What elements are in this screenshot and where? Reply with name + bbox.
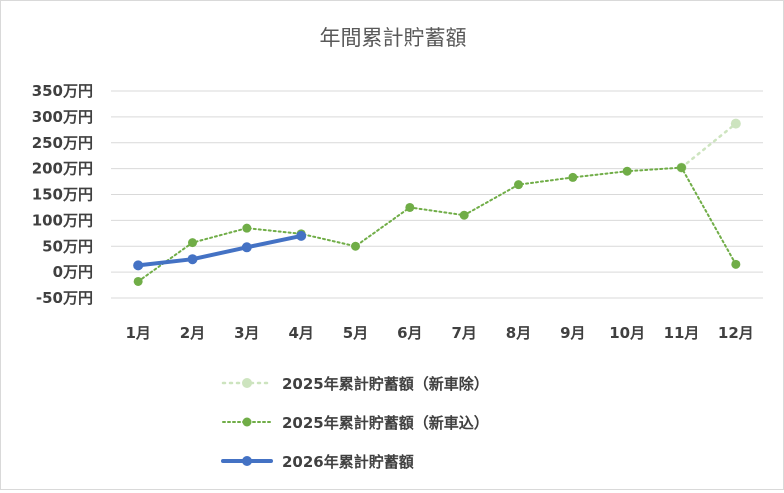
- data-point: [730, 118, 741, 129]
- data-point: [622, 166, 632, 176]
- x-tick-label: 3月: [234, 324, 259, 342]
- y-tick-label: 100万円: [32, 211, 93, 229]
- data-point: [568, 172, 578, 182]
- data-point: [133, 276, 143, 286]
- y-tick-label: 200万円: [32, 160, 93, 178]
- data-point: [459, 210, 469, 220]
- data-point: [133, 260, 144, 271]
- data-point: [405, 202, 415, 212]
- x-tick-label: 7月: [451, 324, 476, 342]
- x-tick-label: 2月: [180, 324, 205, 342]
- data-point: [296, 230, 307, 241]
- legend-swatch-marker: [242, 378, 252, 388]
- y-tick-label: 350万円: [32, 82, 93, 100]
- chart-title: 年間累計貯蓄額: [320, 26, 467, 50]
- series-line: [136, 233, 304, 268]
- series-line: [137, 166, 737, 283]
- legend-item: [222, 417, 272, 427]
- y-tick-label: 0万円: [53, 263, 93, 281]
- y-tick-label: 250万円: [32, 134, 93, 152]
- data-point: [242, 223, 252, 233]
- x-tick-label: 8月: [506, 324, 531, 342]
- x-tick-label: 12月: [718, 324, 754, 342]
- x-tick-label: 10月: [609, 324, 645, 342]
- series-2: [133, 163, 741, 286]
- data-point: [677, 163, 686, 173]
- data-point: [351, 241, 360, 251]
- series-line: [680, 122, 738, 169]
- x-tick-label: 4月: [288, 324, 313, 342]
- data-point: [188, 238, 197, 248]
- legend-swatch-marker: [242, 417, 252, 427]
- x-tick-label: 5月: [343, 324, 368, 342]
- legend-label: 2025年累計貯蓄額（新車込）: [282, 414, 489, 432]
- data-point: [514, 180, 523, 190]
- legend-item: [221, 378, 273, 388]
- series-3: [133, 230, 307, 271]
- legend-label: 2026年累計貯蓄額: [282, 453, 414, 471]
- x-tick-label: 1月: [125, 324, 150, 342]
- data-point: [731, 259, 741, 269]
- data-point: [241, 242, 252, 253]
- series-1: [676, 118, 741, 173]
- y-tick-label: 150万円: [32, 186, 93, 204]
- x-tick-label: 11月: [664, 324, 700, 342]
- y-tick-label: -50万円: [36, 289, 93, 307]
- legend-swatch-marker: [242, 456, 252, 466]
- y-tick-label: 300万円: [32, 108, 93, 126]
- data-point: [187, 254, 198, 265]
- x-tick-label: 9月: [560, 324, 585, 342]
- x-tick-label: 6月: [397, 324, 422, 342]
- legend-item: [221, 456, 273, 466]
- legend-label: 2025年累計貯蓄額（新車除）: [282, 375, 489, 393]
- y-tick-label: 50万円: [42, 237, 93, 255]
